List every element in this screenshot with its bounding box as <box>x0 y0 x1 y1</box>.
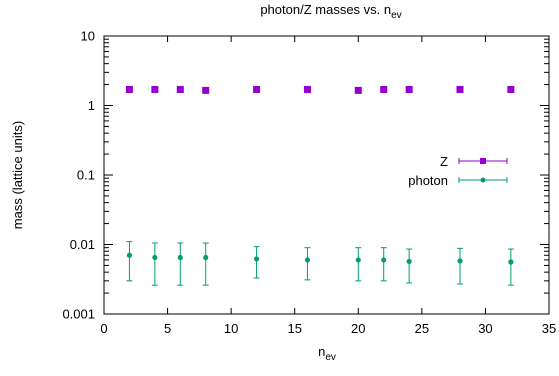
plot-area <box>103 35 550 315</box>
data-point <box>125 85 133 93</box>
plot-frame <box>103 35 550 315</box>
data-point <box>456 85 464 93</box>
x-tick-label: 30 <box>478 321 492 336</box>
legend-marker <box>480 177 486 183</box>
data-point <box>304 257 311 263</box>
chart-title-subscript: ev <box>391 10 402 21</box>
series-z <box>125 85 515 94</box>
chart-title-main: photon/Z masses vs. n <box>260 2 391 17</box>
chart-title: photon/Z masses vs. nev <box>260 2 401 21</box>
legend-label: Z <box>440 154 448 169</box>
y-axis: 0.001 0.01 0.1 1 10 <box>62 29 549 322</box>
data-point <box>406 258 412 265</box>
data-point <box>457 258 463 264</box>
y-tick-label: 0.1 <box>77 168 95 183</box>
y-tick-label: 0.001 <box>62 307 95 322</box>
x-tick-label: 25 <box>415 321 429 336</box>
data-point <box>253 256 260 262</box>
x-tick-label: 20 <box>351 321 365 336</box>
x-tick-label: 5 <box>164 321 171 336</box>
series-photon <box>126 241 514 286</box>
x-axis: 0 5 10 15 20 25 30 35 <box>100 36 556 336</box>
data-point <box>202 86 210 94</box>
legend-marker <box>480 158 486 164</box>
series-layer <box>125 85 515 286</box>
data-point <box>355 257 361 263</box>
data-point <box>152 254 158 261</box>
y-tick-label: 1 <box>88 98 95 113</box>
data-point <box>126 252 133 258</box>
y-axis-label: mass (lattice units) <box>10 121 25 229</box>
data-point <box>177 254 183 261</box>
x-axis-label: nev <box>318 344 336 363</box>
data-point <box>253 85 261 93</box>
x-axis-label-main: n <box>318 344 325 359</box>
data-point <box>151 85 159 93</box>
data-point <box>380 85 388 93</box>
data-point <box>381 257 387 263</box>
data-point <box>303 85 311 93</box>
legend-label: photon <box>408 173 448 188</box>
data-point <box>354 86 362 94</box>
data-point <box>508 259 514 265</box>
x-tick-label: 15 <box>287 321 301 336</box>
data-point <box>176 85 184 93</box>
data-point <box>405 85 413 93</box>
x-tick-label: 0 <box>100 321 107 336</box>
y-tick-label: 0.01 <box>70 237 95 252</box>
x-tick-label: 10 <box>224 321 238 336</box>
data-point <box>203 254 209 261</box>
data-point <box>507 85 515 93</box>
y-tick-label: 10 <box>81 29 95 44</box>
x-axis-label-subscript: ev <box>325 352 336 363</box>
x-tick-label: 35 <box>542 321 556 336</box>
